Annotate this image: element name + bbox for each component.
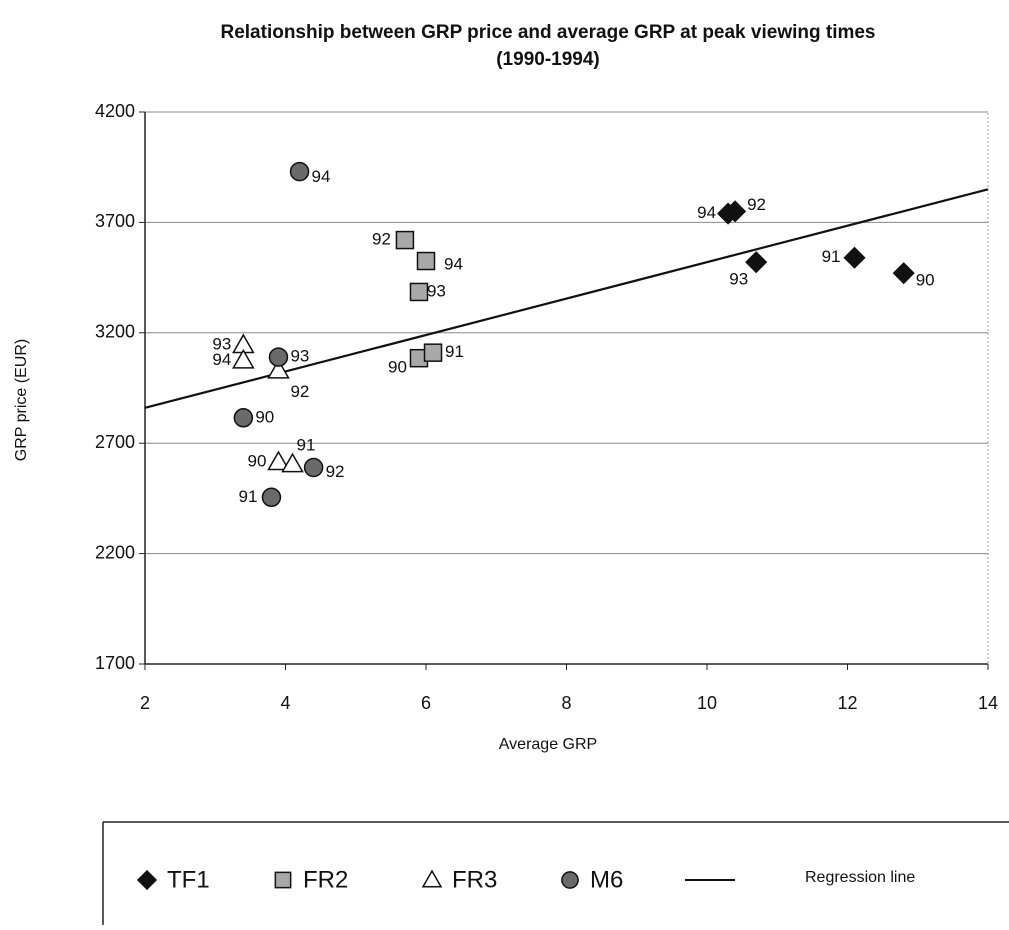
point-label: 90 — [916, 271, 935, 290]
point — [409, 282, 429, 302]
legend-label: FR3 — [452, 866, 497, 893]
point-label: 93 — [212, 334, 231, 353]
point — [395, 230, 415, 250]
y-tick-label: 2700 — [95, 432, 135, 452]
x-tick-label: 4 — [280, 693, 290, 713]
legend-marker — [136, 869, 158, 891]
legend-marker — [421, 869, 443, 888]
point-label: 94 — [697, 203, 716, 222]
y-tick-label: 2200 — [95, 542, 135, 562]
point-label: 92 — [290, 382, 309, 401]
x-axis-label: Average GRP — [499, 736, 597, 753]
point — [289, 161, 310, 182]
point-label: 94 — [212, 350, 231, 369]
point — [267, 358, 290, 379]
point-label: 91 — [445, 342, 464, 361]
y-axis-label: GRP price (EUR) — [13, 339, 30, 461]
point-label: 92 — [372, 230, 391, 249]
point — [268, 347, 289, 367]
x-tick-label: 2 — [140, 693, 150, 713]
point-label: 93 — [427, 281, 446, 300]
legend-marker — [274, 871, 292, 889]
legend-label: M6 — [590, 866, 623, 893]
legend-label: FR2 — [303, 866, 348, 893]
chart-title: Relationship between GRP price and avera… — [220, 22, 875, 43]
x-tick-label: 14 — [978, 693, 998, 713]
point — [232, 348, 255, 369]
x-tick-label: 12 — [837, 693, 857, 713]
y-tick-label: 4200 — [95, 101, 135, 121]
point-label: 94 — [312, 167, 331, 186]
point-label: 90 — [255, 407, 274, 426]
point-label: 93 — [290, 347, 309, 366]
point-label: 91 — [297, 436, 316, 455]
chart-subtitle: (1990-1994) — [496, 49, 600, 70]
point — [267, 450, 290, 471]
point-label: 91 — [822, 247, 841, 266]
point — [416, 251, 436, 271]
legend-label: TF1 — [167, 866, 210, 893]
point — [745, 251, 768, 274]
point — [717, 202, 740, 225]
point-label: 94 — [444, 255, 463, 274]
legend-label: Regression line — [805, 869, 915, 886]
y-tick-label: 3700 — [95, 211, 135, 231]
point — [892, 262, 915, 285]
point-label: 93 — [729, 270, 748, 289]
legend-marker — [561, 871, 579, 889]
point-label: 90 — [248, 451, 267, 470]
x-tick-label: 6 — [421, 693, 431, 713]
point — [303, 457, 324, 478]
point-label: 92 — [747, 195, 766, 214]
y-tick-label: 1700 — [95, 653, 135, 673]
point — [281, 452, 304, 473]
point — [423, 343, 443, 362]
point-label: 91 — [239, 487, 258, 506]
plot-frame — [144, 111, 989, 665]
x-tick-label: 10 — [697, 693, 717, 713]
point-label: 90 — [388, 358, 407, 377]
point — [843, 246, 866, 269]
point — [233, 408, 254, 428]
point-label: 92 — [326, 462, 345, 481]
y-tick-label: 3200 — [95, 322, 135, 342]
x-tick-label: 8 — [561, 693, 571, 713]
point — [261, 487, 282, 508]
